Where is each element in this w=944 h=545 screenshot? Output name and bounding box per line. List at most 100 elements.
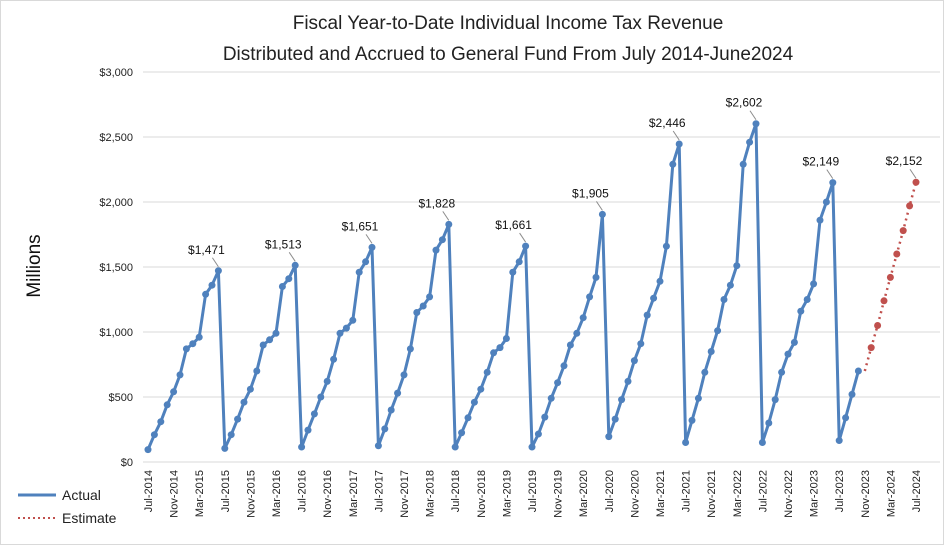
y-axis-label: Millions <box>24 234 45 297</box>
chart-subtitle: Distributed and Accrued to General Fund … <box>223 44 794 65</box>
data-point <box>650 294 658 302</box>
legend: Actual Estimate <box>18 487 117 526</box>
data-point <box>368 243 376 251</box>
data-point <box>701 368 709 376</box>
data-point <box>714 327 722 335</box>
data-point <box>778 368 786 376</box>
data-point <box>605 433 613 441</box>
data-point <box>342 324 350 332</box>
data-point <box>534 430 542 438</box>
data-point <box>816 216 824 224</box>
data-point <box>483 368 491 376</box>
data-point <box>874 322 882 329</box>
data-point <box>266 336 274 344</box>
data-point <box>144 446 152 454</box>
x-tick-label: Mar-2022 <box>732 470 744 517</box>
data-point <box>912 178 920 186</box>
data-point <box>899 227 907 235</box>
x-tick-label: Nov-2018 <box>476 470 488 518</box>
data-point <box>336 329 344 337</box>
data-point <box>419 302 427 310</box>
data-point <box>771 396 779 404</box>
x-tick-label: Mar-2020 <box>578 470 590 517</box>
data-point <box>515 258 523 266</box>
data-point <box>323 377 331 385</box>
leader-line <box>442 211 450 221</box>
data-point <box>797 307 805 315</box>
data-point <box>630 357 638 365</box>
x-tick-label: Jul-2023 <box>834 470 846 512</box>
leader-line <box>288 252 296 262</box>
data-point <box>285 275 293 283</box>
data-point <box>458 429 466 437</box>
leader-line <box>519 232 527 243</box>
data-point <box>765 419 773 427</box>
data-point <box>528 443 536 451</box>
data-point <box>758 439 766 446</box>
data-point <box>598 210 606 218</box>
x-tick-label: Jul-2018 <box>450 470 462 512</box>
x-tick-label: Mar-2017 <box>348 470 360 517</box>
data-point <box>234 415 242 423</box>
data-point <box>163 401 171 409</box>
x-tick-label: Nov-2017 <box>399 470 411 518</box>
data-point <box>426 293 434 301</box>
leader-line <box>595 201 603 211</box>
data-point <box>637 340 645 348</box>
data-point <box>291 261 299 269</box>
data-point <box>374 442 382 450</box>
series-line-actual <box>146 122 860 451</box>
data-point <box>227 431 235 439</box>
data-point <box>298 443 306 451</box>
series-layer <box>144 120 920 454</box>
leader-line <box>672 130 680 141</box>
data-point <box>547 394 555 402</box>
data-point <box>669 160 677 168</box>
leader-line <box>909 168 917 179</box>
legend-estimate-label: Estimate <box>62 510 117 526</box>
data-point <box>310 410 318 418</box>
x-tick-label: Nov-2023 <box>860 470 872 518</box>
x-tick-label: Mar-2024 <box>885 470 897 517</box>
data-point <box>394 389 402 397</box>
data-point <box>880 297 888 305</box>
data-point <box>470 398 478 406</box>
data-point <box>662 242 670 250</box>
x-tick-label: Nov-2019 <box>553 470 565 518</box>
y-tick-label: $0 <box>121 457 133 469</box>
data-labels: $1,471 $1,513 $1,651 $1,828 $1,661 $1,905 $2,4… <box>188 96 923 268</box>
data-point <box>189 340 197 348</box>
x-tick-label: Mar-2023 <box>809 470 821 517</box>
data-point <box>362 258 370 266</box>
data-point <box>477 385 485 393</box>
data-point <box>509 268 517 276</box>
data-point <box>694 394 702 402</box>
x-tick-label: Jul-2021 <box>681 470 693 512</box>
data-point <box>464 414 472 422</box>
data-point <box>330 355 338 363</box>
data-point <box>259 341 267 349</box>
data-point <box>739 160 747 168</box>
data-point <box>451 443 459 451</box>
leader-line <box>749 110 757 121</box>
data-point <box>906 202 914 210</box>
data-point <box>829 179 837 187</box>
data-point <box>278 283 286 290</box>
data-point <box>854 367 862 375</box>
x-tick-label: Jul-2017 <box>373 470 385 512</box>
x-tick-label: Jul-2024 <box>911 470 923 512</box>
x-tick-label: Mar-2021 <box>655 470 667 517</box>
data-label: $1,471 <box>188 243 225 257</box>
data-point <box>682 439 690 446</box>
data-point <box>157 418 165 426</box>
x-tick-label: Jul-2014 <box>143 470 155 512</box>
data-point <box>150 431 158 439</box>
data-point <box>573 329 581 337</box>
data-point <box>643 311 651 319</box>
data-point <box>214 267 222 275</box>
data-point <box>784 350 792 358</box>
data-point <box>208 281 216 289</box>
chart-title: Fiscal Year-to-Date Individual Income Ta… <box>293 13 724 34</box>
x-tick-label: Nov-2016 <box>322 470 334 518</box>
